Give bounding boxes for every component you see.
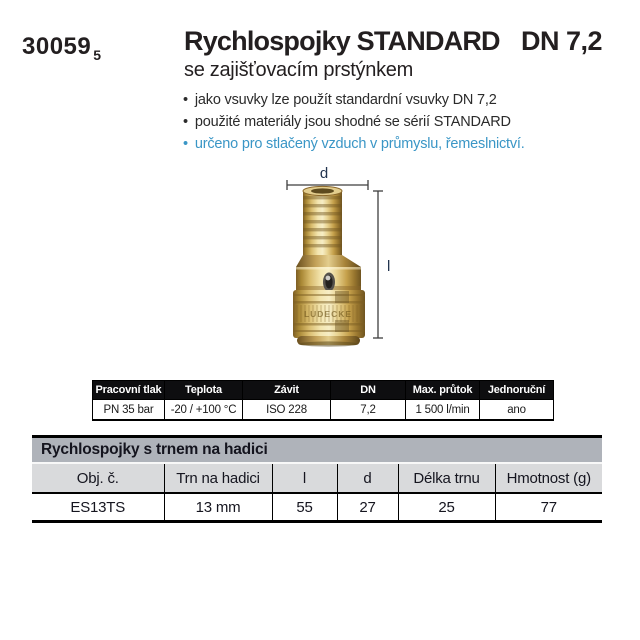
order-header-cell: l — [271, 464, 337, 494]
hose-barb — [302, 185, 343, 255]
spec-value-cell: PN 35 bar — [92, 399, 165, 421]
order-header-cell: Hmotnost (g) — [494, 464, 602, 494]
product-photo-with-dimensions: LUDECKE d l — [268, 160, 418, 360]
spec-header-cell: DN — [330, 380, 406, 400]
order-cell-d: 27 — [336, 493, 398, 520]
feature-bullet: • použité materiály jsou shodné se sérií… — [183, 111, 525, 133]
bullet-dot-icon: • — [183, 136, 188, 152]
spec-value-cell: ISO 228 — [242, 399, 331, 421]
spec-header-cell: Závit — [242, 380, 331, 400]
feature-bullet-highlighted: • určeno pro stlačený vzduch v průmyslu,… — [183, 133, 525, 155]
coupling-sleeve: LUDECKE — [293, 290, 365, 338]
taper-shoulder — [296, 255, 361, 267]
product-number: 30059 5 — [22, 33, 102, 63]
feature-bullet-list: • jako vsuvky lze použít standardní vsuv… — [183, 89, 525, 155]
order-cell-l: 55 — [271, 493, 337, 520]
order-table: Obj. č. Trn na hadici l d Délka trnu Hmo… — [32, 464, 602, 520]
order-cell-trn: 13 mm — [163, 493, 272, 520]
spec-table-value-row: PN 35 bar -20 / +100 °C ISO 228 7,2 1 50… — [92, 399, 554, 421]
product-number-index: 5 — [93, 47, 102, 63]
spec-value-cell: 7,2 — [330, 399, 406, 421]
dimension-label-d: d — [320, 165, 328, 182]
order-header-cell: d — [336, 464, 398, 494]
bullet-dot-icon: • — [183, 92, 188, 108]
order-cell-hmotnost: 77 — [494, 493, 602, 520]
spec-header-cell: Max. průtok — [405, 380, 480, 400]
bottom-rim — [297, 336, 360, 347]
page-title: Rychlospojky STANDARD — [184, 26, 501, 56]
feature-bullet: • jako vsuvky lze použít standardní vsuv… — [183, 89, 525, 111]
order-table-section: Rychlospojky s trnem na hadici Obj. č. T… — [32, 435, 602, 523]
spec-header-cell: Jednoruční — [479, 380, 554, 400]
spec-value-cell: 1 500 l/min — [405, 399, 480, 421]
dimension-line-d — [286, 180, 369, 190]
spec-header-cell: Teplota — [164, 380, 243, 400]
dn-size-label: DN 7,2 — [521, 26, 603, 56]
dimension-line-l — [373, 190, 383, 339]
spec-value-cell: ano — [479, 399, 554, 421]
product-number-value: 30059 — [22, 33, 92, 60]
embossed-brand-text: LUDECKE — [304, 309, 352, 319]
feature-bullet-text: jako vsuvky lze použít standardní vsuvky… — [194, 92, 497, 108]
order-header-cell: Trn na hadici — [163, 464, 272, 494]
spec-table-header-row: Pracovní tlak Teplota Závit DN Max. průt… — [92, 380, 554, 400]
spec-value-cell: -20 / +100 °C — [164, 399, 243, 421]
coupling-illustration: LUDECKE d l — [286, 165, 390, 347]
feature-bullet-text: použité materiály jsou shodné se sérií S… — [194, 114, 511, 130]
locking-pin — [323, 272, 335, 292]
order-header-cell: Délka trnu — [397, 464, 495, 494]
bullet-dot-icon: • — [183, 114, 188, 130]
order-header-cell: Obj. č. — [32, 464, 164, 494]
spec-table: Pracovní tlak Teplota Závit DN Max. průt… — [92, 380, 554, 421]
order-cell-obj-c: ES13TS — [32, 493, 164, 520]
order-cell-delka: 25 — [397, 493, 495, 520]
dimension-label-l: l — [387, 258, 390, 275]
order-table-title: Rychlospojky s trnem na hadici — [32, 438, 602, 464]
order-table-row: ES13TS 13 mm 55 27 25 77 — [32, 493, 602, 520]
spec-header-cell: Pracovní tlak — [92, 380, 165, 400]
order-table-header-row: Obj. č. Trn na hadici l d Délka trnu Hmo… — [32, 464, 602, 494]
feature-bullet-text: určeno pro stlačený vzduch v průmyslu, ř… — [194, 136, 525, 152]
page-subtitle: se zajišťovacím prstýnkem — [184, 59, 413, 81]
